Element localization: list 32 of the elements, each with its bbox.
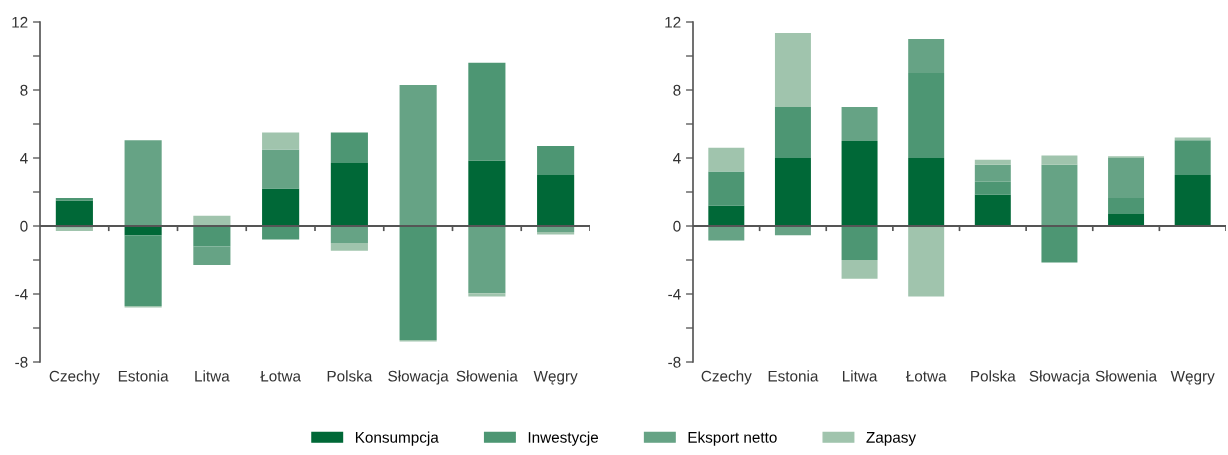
y-tick-label: 0 bbox=[20, 220, 28, 232]
x-tick-label: Estonia bbox=[118, 370, 169, 382]
x-tick-label: Słowenia bbox=[1095, 370, 1158, 382]
x-tick-label: Litwa bbox=[195, 370, 230, 382]
y-tick-label: -8 bbox=[15, 356, 28, 368]
x-tick-label: Słowenia bbox=[456, 370, 518, 382]
x-tick-label: Węgry bbox=[1170, 370, 1215, 385]
legend-label: Inwestycje bbox=[528, 431, 599, 446]
y-tick-label: 12 bbox=[12, 16, 28, 28]
x-tick-label: Polska bbox=[327, 370, 373, 382]
x-tick-label: Polska bbox=[971, 370, 1016, 382]
y-tick-label: 8 bbox=[20, 84, 28, 96]
x-tick-label: Węgry bbox=[533, 370, 578, 385]
x-tick-label: Słowacja bbox=[388, 370, 449, 385]
x-tick-label: Estonia bbox=[768, 370, 819, 382]
y-tick-label: 4 bbox=[673, 153, 681, 164]
x-tick-label: Słowacja bbox=[1029, 370, 1091, 385]
y-tick-label: -4 bbox=[15, 289, 28, 300]
y-tick-label: 0 bbox=[673, 220, 681, 232]
x-tick-label: Czechy bbox=[49, 370, 100, 385]
y-tick-label: 8 bbox=[673, 84, 681, 96]
y-tick-label: -8 bbox=[668, 356, 681, 368]
y-tick-label: 4 bbox=[20, 153, 28, 164]
legend-label: Eksport netto bbox=[688, 431, 777, 446]
legend-label: Zapasy bbox=[866, 432, 917, 446]
y-tick-label: -4 bbox=[668, 289, 681, 300]
y-tick-label: 12 bbox=[665, 16, 681, 28]
x-tick-label: Łotwa bbox=[905, 370, 947, 382]
x-tick-label: Czechy bbox=[701, 370, 752, 385]
x-tick-label: Łotwa bbox=[260, 370, 302, 382]
x-tick-label: Litwa bbox=[842, 370, 878, 382]
legend-label: Konsumpcja bbox=[355, 431, 439, 446]
